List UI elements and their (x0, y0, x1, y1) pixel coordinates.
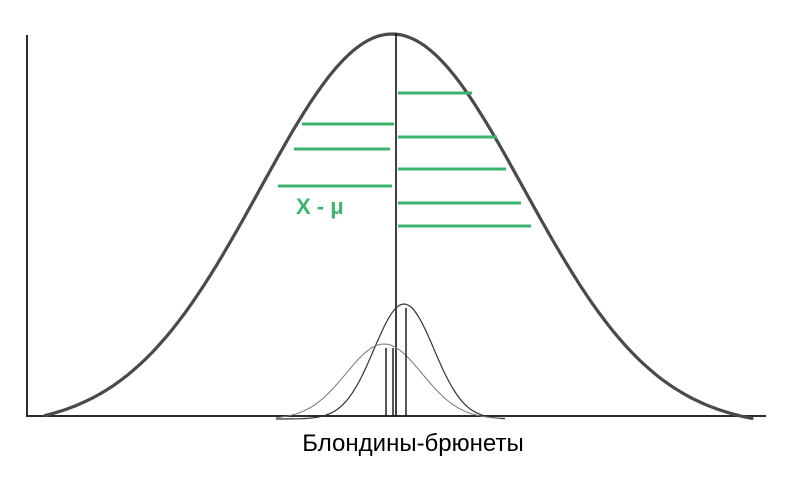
small-distribution-curve-b (275, 343, 501, 419)
main-distribution-curve (43, 32, 754, 420)
x-axis-label: Блондины-брюнеты (302, 430, 523, 457)
deviation-label: X - μ (296, 194, 344, 219)
small-distribution-curve-a (276, 303, 506, 420)
